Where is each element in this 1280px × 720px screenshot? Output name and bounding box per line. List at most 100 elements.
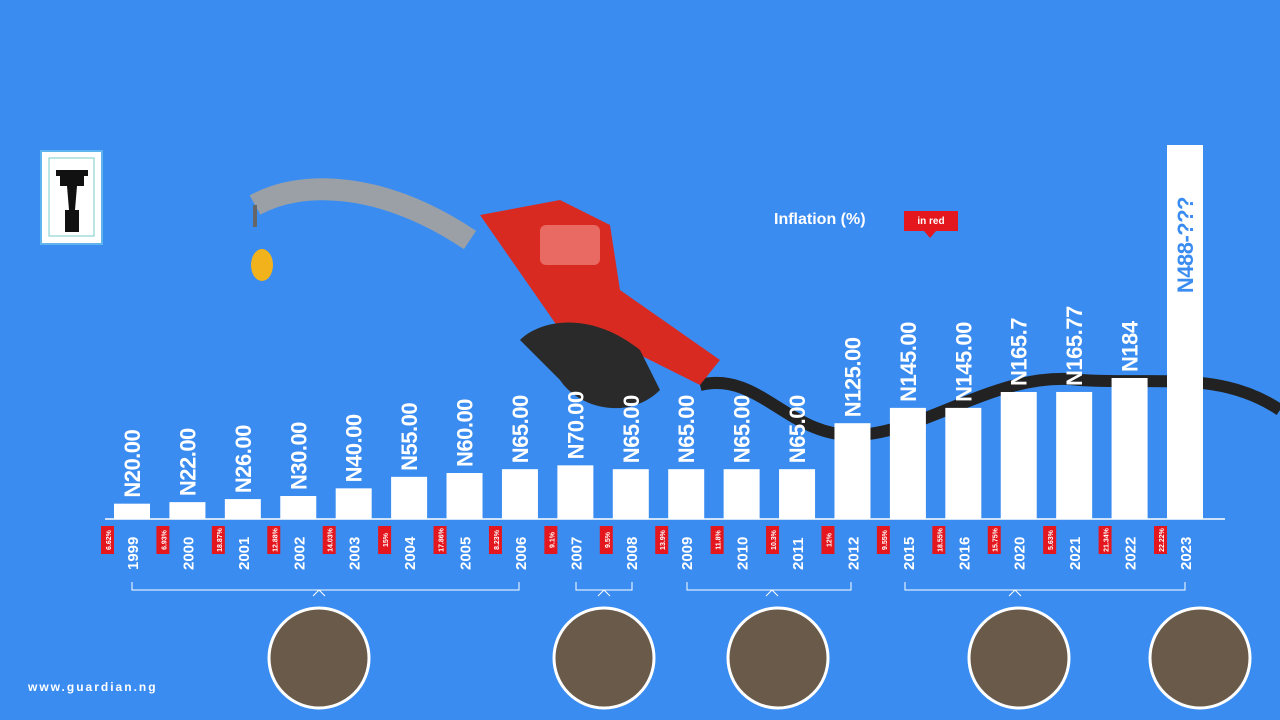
value-label: N145.00 [896, 322, 921, 402]
bar [1111, 377, 1148, 519]
inflation-tag [932, 526, 946, 554]
value-label: N40.00 [342, 414, 367, 482]
inflation-label: 5.63% [1048, 529, 1055, 550]
inflation-tag [156, 526, 170, 554]
value-label: N488-??? [1173, 197, 1198, 293]
inflation-label: 18.87% [217, 527, 224, 552]
bar [224, 499, 261, 519]
bar [446, 473, 483, 519]
inflation-note: in red [917, 216, 944, 227]
x-tick-label: 1999 [125, 537, 142, 570]
value-label: N30.00 [286, 422, 311, 490]
inflation-tag [987, 526, 1001, 554]
value-label: N65.00 [619, 395, 644, 463]
value-label: N60.00 [453, 399, 478, 467]
bar [1000, 392, 1037, 519]
inflation-tag [433, 526, 447, 554]
value-label: N125.00 [840, 337, 865, 417]
inflation-tag [1154, 526, 1167, 554]
inflation-tag [876, 526, 890, 554]
inflation-tag [544, 526, 558, 554]
value-label: N65.00 [674, 395, 699, 463]
logo [40, 150, 103, 245]
bar [114, 503, 150, 519]
value-label: N22.00 [175, 428, 200, 496]
inflation-label: 9.5% [605, 531, 612, 548]
inflation-label: 15.75% [993, 527, 1000, 552]
legend-tag [904, 211, 958, 238]
x-tick-label: 2016 [956, 537, 973, 570]
x-tick-label: 2010 [735, 537, 752, 570]
inflation-label: 12% [826, 532, 833, 547]
inflation-label: 15% [383, 532, 390, 547]
x-tick-label: 2002 [291, 537, 308, 570]
inflation-label: 12.88% [272, 527, 279, 552]
inflation-tag [1043, 526, 1057, 554]
x-tick-label: 2009 [679, 537, 696, 570]
value-label: N20.00 [120, 429, 145, 497]
x-tick-label: 2011 [790, 537, 807, 570]
source: www.guardian.ng [27, 680, 158, 694]
inflation-tag [766, 526, 780, 554]
inflation-label: 17.86% [439, 527, 446, 552]
value-label: N65.00 [508, 395, 533, 463]
bar [834, 423, 871, 519]
bar [945, 407, 982, 519]
x-tick-label: 2008 [624, 537, 641, 570]
x-tick-label: 2021 [1067, 537, 1084, 570]
x-tick-label: 2004 [402, 536, 419, 570]
inflation-title: Inflation (%) [774, 211, 866, 228]
inflation-label: 10.3% [771, 529, 778, 550]
x-tick-label: 2003 [347, 537, 364, 570]
value-label: N70.00 [563, 391, 588, 459]
bar [668, 469, 705, 519]
bar [557, 465, 594, 519]
bar [335, 488, 372, 519]
bar [391, 476, 428, 519]
value-label: N165.77 [1062, 306, 1087, 386]
inflation-label: 18.55% [937, 527, 944, 552]
inflation-label: 9.1% [549, 531, 556, 548]
bar [779, 469, 816, 519]
x-tick-label: 2023 [1178, 537, 1195, 570]
bar [501, 469, 538, 519]
value-label: N55.00 [397, 403, 422, 471]
bar [169, 502, 206, 519]
x-tick-label: 2007 [568, 537, 585, 570]
inflation-label: 11.8% [716, 529, 723, 549]
inflation-legend: Inflation (%) in red [774, 211, 958, 238]
bar [1167, 145, 1203, 519]
inflation-label: 8.23% [494, 529, 501, 550]
inflation-tag [378, 526, 392, 554]
inflation-tag [211, 526, 225, 554]
inflation-tag [1098, 526, 1112, 554]
bar [889, 407, 926, 519]
value-label: N145.00 [951, 322, 976, 402]
inflation-tag [267, 526, 281, 554]
bar [723, 469, 760, 519]
inflation-tag [821, 526, 835, 554]
value-label: N65.00 [730, 395, 755, 463]
x-tick-label: 2015 [901, 537, 918, 570]
brackets [131, 582, 1186, 597]
inflation-tag [322, 526, 336, 554]
inflation-label: 6.93% [161, 529, 168, 550]
value-label: N65.00 [785, 395, 810, 463]
x-tick-label: 2020 [1012, 537, 1029, 570]
inflation-label: 21.34% [1104, 527, 1111, 552]
value-label: N165.7 [1007, 318, 1032, 386]
x-tick-label: 2001 [236, 537, 253, 570]
portraits [267, 606, 1252, 710]
inflation-label: 6.62% [106, 529, 113, 550]
x-tick-label: 2022 [1123, 537, 1140, 570]
inflation-tag [599, 526, 613, 554]
inflation-label: 14.03% [328, 527, 335, 552]
inflation-tag [655, 526, 669, 554]
x-tick-label: 2005 [458, 537, 475, 570]
inflation-tag [488, 526, 502, 554]
x-tick-label: 2000 [180, 537, 197, 570]
inflation-label: 22.22% [1159, 527, 1166, 552]
inflation-label: 13.9% [660, 529, 667, 550]
